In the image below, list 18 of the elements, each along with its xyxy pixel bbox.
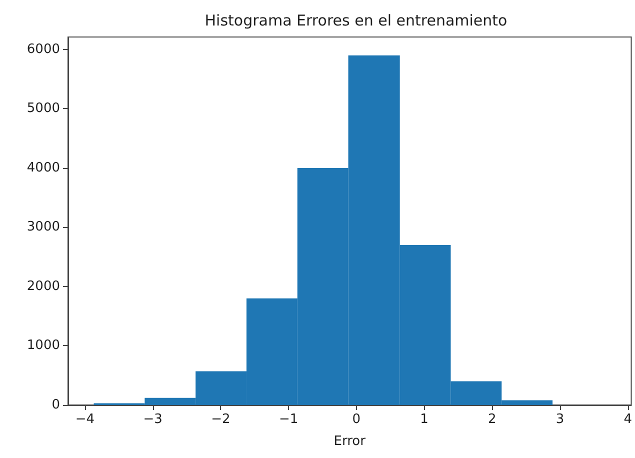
x-tick-label: −3 bbox=[143, 412, 162, 427]
x-tick-label: 0 bbox=[352, 412, 361, 427]
x-tick-label: 1 bbox=[420, 412, 428, 427]
x-tick-label: 3 bbox=[556, 412, 564, 427]
y-tick-label: 4000 bbox=[26, 160, 60, 176]
x-tick-label: −4 bbox=[75, 412, 95, 427]
chart-title: Histograma Errores en el entrenamiento bbox=[204, 12, 508, 30]
x-tick-label: −2 bbox=[211, 412, 230, 427]
x-tick-label: 2 bbox=[488, 412, 496, 427]
y-tick-label: 2000 bbox=[26, 278, 60, 294]
y-tick-label: 0 bbox=[52, 398, 60, 412]
x-tick-label: −1 bbox=[278, 412, 298, 427]
y-tick-label: 3000 bbox=[26, 220, 60, 235]
y-tick-label: 5000 bbox=[26, 101, 60, 116]
y-tick-label: 1000 bbox=[26, 338, 60, 354]
y-tick-label: 6000 bbox=[26, 42, 60, 57]
x-axis-title: Error bbox=[334, 434, 366, 449]
x-tick-label: 4 bbox=[624, 412, 632, 427]
